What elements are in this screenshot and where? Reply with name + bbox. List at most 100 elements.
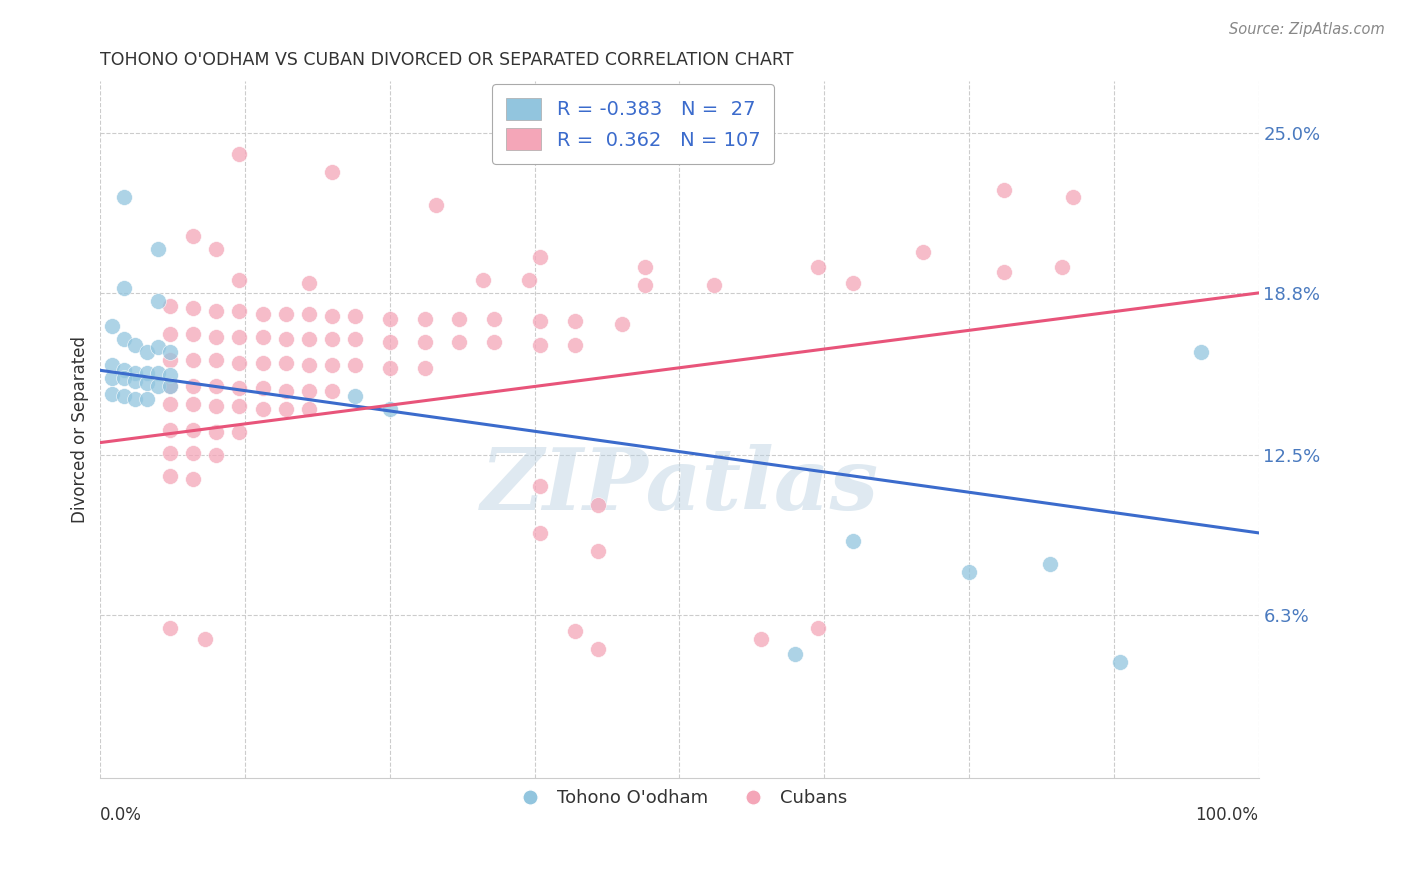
Point [957, 565, 980, 579]
Point [471, 273, 494, 287]
Point [228, 304, 250, 318]
Point [148, 379, 170, 393]
Point [274, 384, 297, 398]
Point [344, 358, 367, 372]
Y-axis label: Divorced or Separated: Divorced or Separated [72, 336, 89, 524]
Point [842, 276, 865, 290]
Point [112, 371, 135, 385]
Point [205, 242, 228, 256]
Point [449, 311, 471, 326]
Point [205, 353, 228, 368]
Point [159, 446, 181, 460]
Point [181, 446, 204, 460]
Point [228, 400, 250, 414]
Point [298, 358, 321, 372]
Point [205, 304, 228, 318]
Point [159, 621, 181, 635]
Point [252, 330, 274, 344]
Point [298, 332, 321, 346]
Point [1050, 260, 1073, 274]
Point [564, 624, 586, 638]
Point [529, 525, 551, 540]
Point [298, 276, 321, 290]
Point [181, 353, 204, 368]
Point [274, 332, 297, 346]
Point [252, 307, 274, 321]
Point [112, 281, 135, 295]
Point [181, 229, 204, 244]
Point [1189, 345, 1212, 359]
Text: 0.0%: 0.0% [100, 805, 142, 824]
Point [298, 384, 321, 398]
Point [159, 379, 181, 393]
Point [124, 374, 146, 388]
Point [159, 327, 181, 342]
Point [228, 355, 250, 369]
Point [588, 498, 610, 512]
Point [228, 146, 250, 161]
Point [101, 371, 124, 385]
Point [135, 345, 157, 359]
Point [413, 360, 436, 375]
Point [344, 332, 367, 346]
Point [1062, 190, 1084, 204]
Point [228, 381, 250, 395]
Point [135, 366, 157, 380]
Point [252, 381, 274, 395]
Point [298, 307, 321, 321]
Point [205, 449, 228, 463]
Point [703, 278, 725, 293]
Point [148, 340, 170, 354]
Point [807, 621, 830, 635]
Point [274, 355, 297, 369]
Point [321, 384, 343, 398]
Point [101, 319, 124, 334]
Point [124, 392, 146, 406]
Point [993, 183, 1015, 197]
Point [159, 397, 181, 411]
Point [344, 389, 367, 403]
Point [298, 402, 321, 417]
Legend: Tohono O'odham, Cubans: Tohono O'odham, Cubans [505, 781, 855, 814]
Point [378, 334, 401, 349]
Point [588, 642, 610, 657]
Point [228, 330, 250, 344]
Text: ZIPatlas: ZIPatlas [481, 443, 879, 527]
Point [321, 332, 343, 346]
Point [482, 311, 505, 326]
Point [148, 293, 170, 308]
Point [252, 402, 274, 417]
Point [228, 425, 250, 440]
Point [274, 307, 297, 321]
Point [181, 472, 204, 486]
Point [135, 392, 157, 406]
Point [205, 400, 228, 414]
Point [344, 309, 367, 323]
Point [321, 309, 343, 323]
Point [529, 250, 551, 264]
Point [159, 368, 181, 383]
Point [529, 479, 551, 493]
Point [159, 299, 181, 313]
Point [124, 366, 146, 380]
Point [413, 311, 436, 326]
Point [610, 317, 633, 331]
Point [529, 314, 551, 328]
Point [181, 301, 204, 316]
Point [425, 198, 447, 212]
Point [449, 334, 471, 349]
Point [378, 360, 401, 375]
Point [159, 469, 181, 483]
Point [588, 544, 610, 558]
Point [378, 402, 401, 417]
Point [1039, 557, 1062, 571]
Point [159, 345, 181, 359]
Point [321, 358, 343, 372]
Point [993, 265, 1015, 279]
Point [159, 353, 181, 368]
Point [517, 273, 540, 287]
Point [564, 314, 586, 328]
Point [159, 379, 181, 393]
Point [749, 632, 772, 646]
Point [482, 334, 505, 349]
